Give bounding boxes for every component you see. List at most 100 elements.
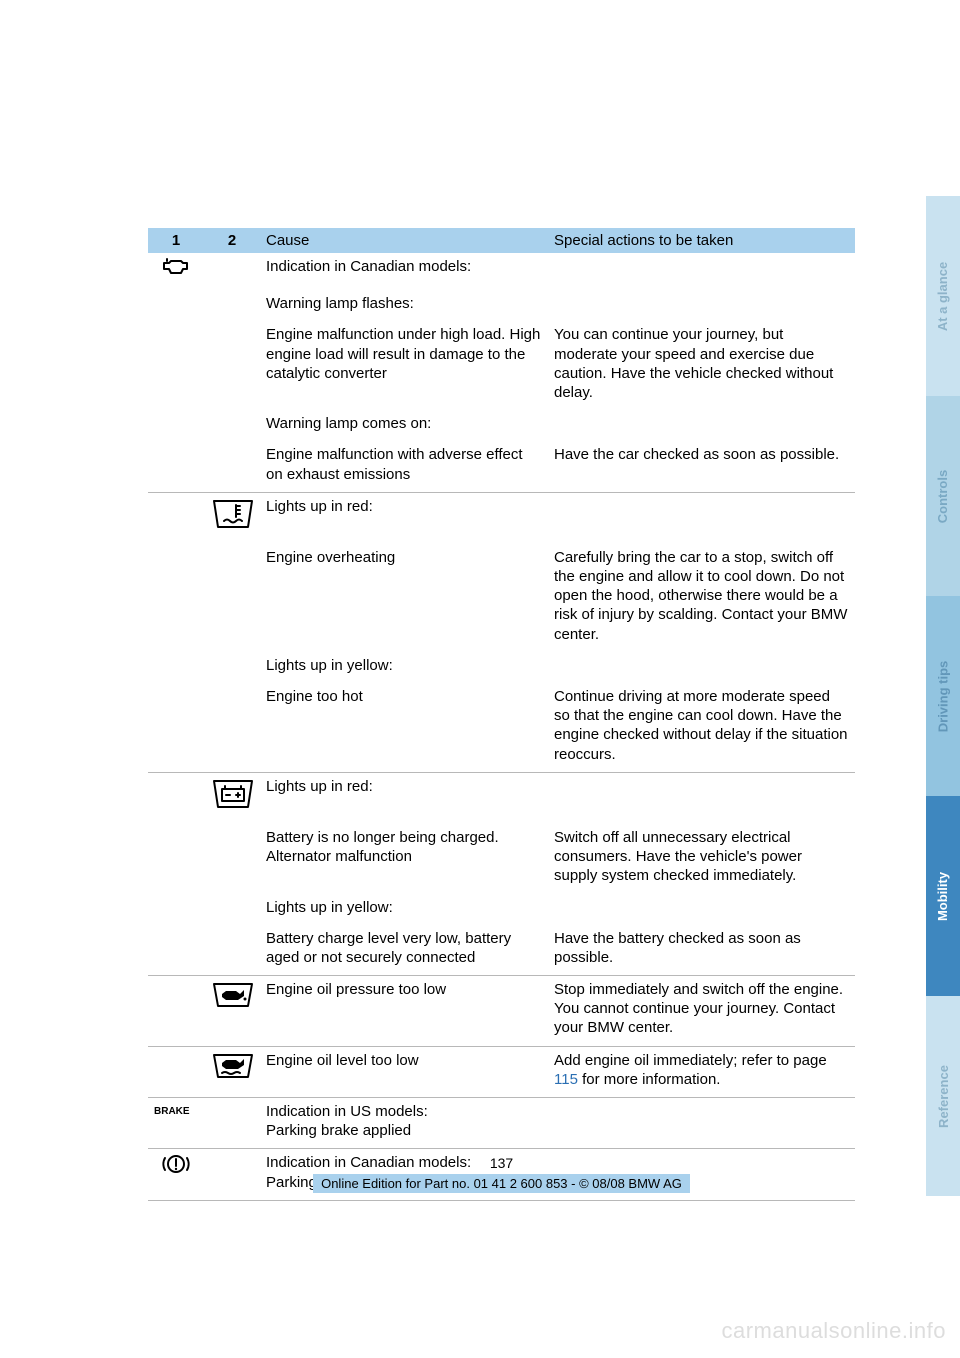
table-row: Engine oil level too lowAdd engine oil i… bbox=[148, 1046, 855, 1097]
icon-cell bbox=[148, 290, 204, 321]
cause-cell: Indication in US models: Parking brake a… bbox=[260, 1098, 548, 1149]
section-tab-at-a-glance[interactable]: At a glance bbox=[926, 196, 960, 396]
page-link[interactable]: 115 bbox=[554, 1071, 578, 1088]
table-row: Engine malfunction under high load. High… bbox=[148, 321, 855, 410]
coolant-temp-icon bbox=[210, 497, 256, 531]
icon-cell bbox=[204, 652, 260, 683]
action-cell bbox=[548, 894, 855, 925]
header-cause: Cause bbox=[260, 228, 548, 253]
cause-cell: Battery is no longer being charged. Alte… bbox=[260, 824, 548, 894]
icon-cell bbox=[148, 253, 204, 290]
manual-page: At a glance Controls Driving tips Mobili… bbox=[0, 0, 960, 1358]
icon-cell bbox=[148, 894, 204, 925]
icon-cell bbox=[204, 1098, 260, 1149]
icon-cell: BRAKE bbox=[148, 1098, 204, 1149]
table-header-row: 1 2 Cause Special actions to be taken bbox=[148, 228, 855, 253]
icon-cell bbox=[148, 321, 204, 410]
icon-cell bbox=[204, 410, 260, 441]
tab-label: Mobility bbox=[936, 871, 951, 920]
icon-cell bbox=[148, 544, 204, 652]
table-row: Engine too hotContinue driving at more m… bbox=[148, 683, 855, 772]
icon-cell bbox=[148, 683, 204, 772]
action-cell: Switch off all unnecessary electrical co… bbox=[548, 824, 855, 894]
cause-cell: Engine too hot bbox=[260, 683, 548, 772]
table-row: Warning lamp comes on: bbox=[148, 410, 855, 441]
cause-cell: Lights up in red: bbox=[260, 772, 548, 824]
table-row: Engine oil pressure too lowStop immediat… bbox=[148, 976, 855, 1047]
edition-line-wrap: Online Edition for Part no. 01 41 2 600 … bbox=[148, 1174, 855, 1193]
icon-cell bbox=[204, 321, 260, 410]
action-cell: Stop immediately and switch off the engi… bbox=[548, 976, 855, 1047]
cause-cell: Warning lamp flashes: bbox=[260, 290, 548, 321]
action-cell bbox=[548, 410, 855, 441]
action-cell: You can continue your journey, but moder… bbox=[548, 321, 855, 410]
header-action: Special actions to be taken bbox=[548, 228, 855, 253]
action-cell: Carefully bring the car to a stop, switc… bbox=[548, 544, 855, 652]
svg-text:BRAKE: BRAKE bbox=[154, 1106, 190, 1117]
battery-icon bbox=[210, 777, 256, 811]
action-cell bbox=[548, 253, 855, 290]
table-row: Engine malfunction with adverse effect o… bbox=[148, 441, 855, 492]
icon-cell bbox=[204, 544, 260, 652]
icon-cell bbox=[204, 1046, 260, 1097]
icon-cell bbox=[204, 894, 260, 925]
cause-cell: Indication in Canadian models: bbox=[260, 253, 548, 290]
cause-cell: Lights up in yellow: bbox=[260, 652, 548, 683]
table-row: Battery charge level very low, battery a… bbox=[148, 925, 855, 976]
indicator-table: 1 2 Cause Special actions to be taken In… bbox=[148, 228, 855, 1201]
edition-line: Online Edition for Part no. 01 41 2 600 … bbox=[313, 1174, 690, 1193]
icon-cell bbox=[148, 652, 204, 683]
table-row: Indication in Canadian models: bbox=[148, 253, 855, 290]
icon-cell bbox=[148, 1046, 204, 1097]
action-cell bbox=[548, 652, 855, 683]
icon-cell bbox=[204, 772, 260, 824]
icon-cell bbox=[204, 290, 260, 321]
table-row: Lights up in yellow: bbox=[148, 894, 855, 925]
icon-cell bbox=[204, 441, 260, 492]
action-cell bbox=[548, 772, 855, 824]
engine-outline-icon bbox=[161, 257, 191, 277]
cause-cell: Engine overheating bbox=[260, 544, 548, 652]
action-cell: Have the car checked as soon as possible… bbox=[548, 441, 855, 492]
icon-cell bbox=[204, 492, 260, 544]
icon-cell bbox=[148, 824, 204, 894]
tab-label: Driving tips bbox=[936, 660, 951, 732]
cause-cell: Engine malfunction with adverse effect o… bbox=[260, 441, 548, 492]
table-row: BRAKE Indication in US models: Parking b… bbox=[148, 1098, 855, 1149]
section-tab-controls[interactable]: Controls bbox=[926, 396, 960, 596]
page-number: 137 bbox=[148, 1155, 855, 1171]
cause-cell: Lights up in red: bbox=[260, 492, 548, 544]
action-cell bbox=[548, 492, 855, 544]
cause-cell: Engine malfunction under high load. High… bbox=[260, 321, 548, 410]
oil-level-icon bbox=[210, 1051, 256, 1081]
table-row: Lights up in red: bbox=[148, 492, 855, 544]
tab-label: At a glance bbox=[936, 261, 951, 330]
icon-cell bbox=[204, 925, 260, 976]
table-row: Battery is no longer being charged. Alte… bbox=[148, 824, 855, 894]
icon-cell bbox=[148, 976, 204, 1047]
icon-cell bbox=[148, 410, 204, 441]
tab-label: Reference bbox=[936, 1065, 951, 1128]
table-row: Lights up in red: bbox=[148, 772, 855, 824]
action-cell: Have the battery checked as soon as poss… bbox=[548, 925, 855, 976]
cause-cell: Warning lamp comes on: bbox=[260, 410, 548, 441]
table-row: Warning lamp flashes: bbox=[148, 290, 855, 321]
icon-cell bbox=[204, 976, 260, 1047]
action-cell bbox=[548, 290, 855, 321]
section-tab-mobility[interactable]: Mobility bbox=[926, 796, 960, 996]
brake-text-icon: BRAKE bbox=[154, 1102, 198, 1118]
watermark: carmanualsonline.info bbox=[721, 1318, 946, 1344]
action-cell bbox=[548, 1098, 855, 1149]
cause-cell: Engine oil pressure too low bbox=[260, 976, 548, 1047]
cause-cell: Battery charge level very low, battery a… bbox=[260, 925, 548, 976]
icon-cell bbox=[148, 441, 204, 492]
cause-cell: Engine oil level too low bbox=[260, 1046, 548, 1097]
icon-cell bbox=[148, 772, 204, 824]
section-tab-driving-tips[interactable]: Driving tips bbox=[926, 596, 960, 796]
table-row: Lights up in yellow: bbox=[148, 652, 855, 683]
header-col-1: 1 bbox=[148, 228, 204, 253]
icon-cell bbox=[148, 925, 204, 976]
tab-label: Controls bbox=[936, 469, 951, 522]
section-tab-reference[interactable]: Reference bbox=[926, 996, 960, 1196]
header-col-2: 2 bbox=[204, 228, 260, 253]
